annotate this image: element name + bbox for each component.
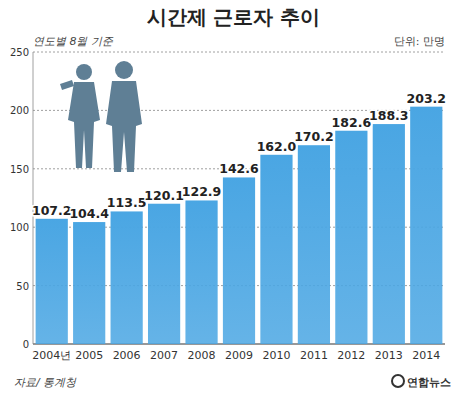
data-label: 122.9	[182, 184, 222, 199]
y-tick-label: 150	[10, 164, 29, 175]
bar	[260, 155, 292, 344]
bar	[36, 219, 68, 344]
x-tick-label: 2007	[150, 349, 178, 362]
data-label: 120.1	[144, 188, 184, 203]
bar	[410, 107, 442, 344]
bar	[223, 177, 255, 344]
data-label: 162.0	[257, 139, 297, 154]
silhouette-body	[106, 81, 142, 172]
x-tick-label: 2009	[225, 349, 253, 362]
subtitle: 연도별 8월 기준	[33, 35, 114, 48]
silhouette-head	[76, 64, 92, 80]
logo: 연합뉴스	[407, 376, 451, 389]
bar	[148, 204, 180, 344]
y-tick-label: 200	[10, 105, 29, 116]
grid-line	[33, 52, 445, 53]
x-tick-label: 2013	[375, 349, 403, 362]
chart-svg: 시간제 근로자 추이연도별 8월 기준 단위: 만명 0 50 100 150 200 250…	[0, 0, 467, 396]
x-tick-label: 2008	[188, 349, 216, 362]
x-tick-label: 2005	[75, 349, 103, 362]
silhouette-arm	[60, 80, 74, 90]
bar	[298, 145, 330, 344]
y-tick-label: 50	[16, 281, 29, 292]
bar	[111, 211, 143, 344]
silhouette-head	[115, 61, 133, 79]
silhouette	[60, 61, 142, 172]
y-axis-line	[33, 52, 34, 344]
data-label: 104.4	[69, 206, 109, 221]
data-labels: 107.2104.4113.5120.1122.9 142.6 162.0170.2…	[32, 91, 446, 221]
unit-label: 단위: 만명	[394, 35, 445, 48]
bar	[373, 124, 405, 344]
x-tick-label: 2010	[262, 349, 290, 362]
bars	[36, 107, 443, 344]
chart-root: 시간제 근로자 추이연도별 8월 기준 단위: 만명 0 50 100 150 200 250…	[0, 0, 467, 396]
x-tick-label: 2004년	[32, 349, 71, 362]
data-label: 170.2	[294, 129, 334, 144]
data-label: 142.6	[219, 161, 259, 176]
y-tick-label: 250	[10, 47, 29, 58]
data-label: 107.2	[32, 203, 72, 218]
y-tick-label: 0	[23, 339, 29, 350]
title: 시간제 근로자 추이	[147, 5, 321, 29]
silhouette-body	[68, 82, 100, 168]
x-tick-label: 2014	[412, 349, 440, 362]
data-label: 203.2	[406, 91, 446, 106]
x-tick-label: 2012	[337, 349, 365, 362]
bar	[335, 131, 367, 344]
x-tick-label: 2011	[300, 349, 328, 362]
data-label: 188.3	[369, 108, 409, 123]
logo-mark	[392, 375, 404, 387]
data-label: 113.5	[107, 195, 147, 210]
data-label: 182.6	[332, 115, 372, 130]
bar	[185, 200, 217, 344]
bar	[73, 222, 105, 344]
y-tick-label: 100	[10, 222, 29, 233]
source: 자료/ 통계청	[14, 376, 77, 389]
x-tick-label: 2006	[113, 349, 141, 362]
